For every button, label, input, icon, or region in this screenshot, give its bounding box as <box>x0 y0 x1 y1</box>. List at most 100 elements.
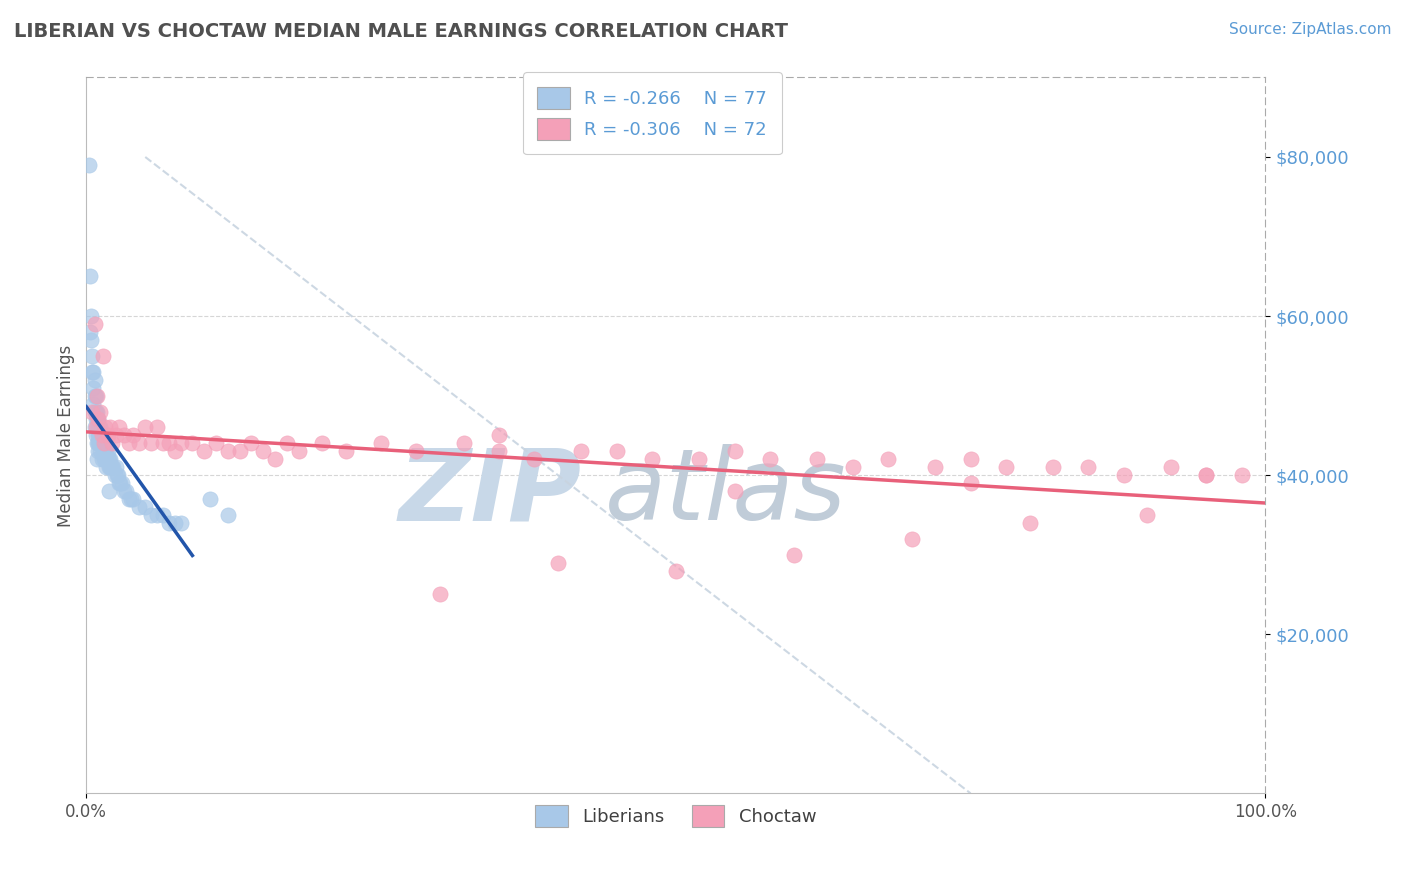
Point <box>93 452 115 467</box>
Point <box>107 468 129 483</box>
Point <box>83 317 105 331</box>
Point <box>93 436 115 450</box>
Point <box>1230 468 1253 483</box>
Point <box>120 491 142 506</box>
Point <box>1160 460 1182 475</box>
Point <box>89 436 111 450</box>
Point <box>89 420 111 434</box>
Point <box>217 508 239 522</box>
Point <box>152 436 174 450</box>
Point <box>93 444 115 458</box>
Point <box>1018 516 1040 530</box>
Point <box>91 444 114 458</box>
Point <box>877 452 900 467</box>
Point <box>311 436 333 450</box>
Point <box>83 404 105 418</box>
Point <box>900 532 922 546</box>
Point <box>724 444 747 458</box>
Point <box>146 420 169 434</box>
Point <box>1077 460 1099 475</box>
Point <box>91 349 114 363</box>
Point <box>240 436 263 450</box>
Point <box>665 564 688 578</box>
Point <box>287 444 309 458</box>
Point <box>87 412 110 426</box>
Point <box>139 508 162 522</box>
Text: ZIP: ZIP <box>398 444 582 541</box>
Point <box>90 452 112 467</box>
Point <box>104 460 127 475</box>
Point <box>157 516 180 530</box>
Point <box>105 468 128 483</box>
Point <box>82 381 104 395</box>
Point <box>112 484 135 499</box>
Point <box>488 428 510 442</box>
Point <box>118 436 141 450</box>
Point <box>90 428 112 442</box>
Point <box>759 452 782 467</box>
Point <box>86 420 108 434</box>
Point <box>82 349 104 363</box>
Point <box>89 444 111 458</box>
Point <box>101 436 124 450</box>
Point <box>405 444 427 458</box>
Point <box>103 468 125 483</box>
Point <box>370 436 392 450</box>
Point <box>128 436 150 450</box>
Point <box>84 389 107 403</box>
Point <box>79 269 101 284</box>
Point <box>83 373 105 387</box>
Point <box>122 428 145 442</box>
Point <box>193 444 215 458</box>
Point <box>217 444 239 458</box>
Point <box>1195 468 1218 483</box>
Point <box>205 436 228 450</box>
Point <box>139 436 162 450</box>
Point <box>94 444 117 458</box>
Point <box>547 556 569 570</box>
Point <box>84 404 107 418</box>
Point <box>115 484 138 499</box>
Point <box>724 484 747 499</box>
Point <box>87 428 110 442</box>
Point <box>571 444 593 458</box>
Point <box>86 452 108 467</box>
Point <box>163 444 186 458</box>
Text: atlas: atlas <box>605 444 846 541</box>
Point <box>994 460 1017 475</box>
Point <box>89 428 111 442</box>
Point <box>97 452 120 467</box>
Point <box>77 158 100 172</box>
Point <box>87 420 110 434</box>
Point <box>134 420 156 434</box>
Point <box>100 460 122 475</box>
Point <box>87 436 110 450</box>
Point <box>169 516 191 530</box>
Point <box>89 436 111 450</box>
Point <box>108 420 131 434</box>
Point <box>488 444 510 458</box>
Point <box>79 325 101 339</box>
Point <box>86 412 108 426</box>
Point <box>86 404 108 418</box>
Point <box>80 309 103 323</box>
Point <box>181 436 204 450</box>
Point <box>101 460 124 475</box>
Point <box>924 460 946 475</box>
Point <box>198 491 221 506</box>
Point <box>82 396 104 410</box>
Point <box>1112 468 1135 483</box>
Point <box>89 404 111 418</box>
Point <box>163 516 186 530</box>
Point <box>90 428 112 442</box>
Point <box>108 476 131 491</box>
Point <box>152 508 174 522</box>
Point <box>87 412 110 426</box>
Point <box>523 452 546 467</box>
Point <box>783 548 806 562</box>
Point <box>96 444 118 458</box>
Point <box>86 389 108 403</box>
Point <box>111 476 134 491</box>
Point <box>91 436 114 450</box>
Point <box>96 452 118 467</box>
